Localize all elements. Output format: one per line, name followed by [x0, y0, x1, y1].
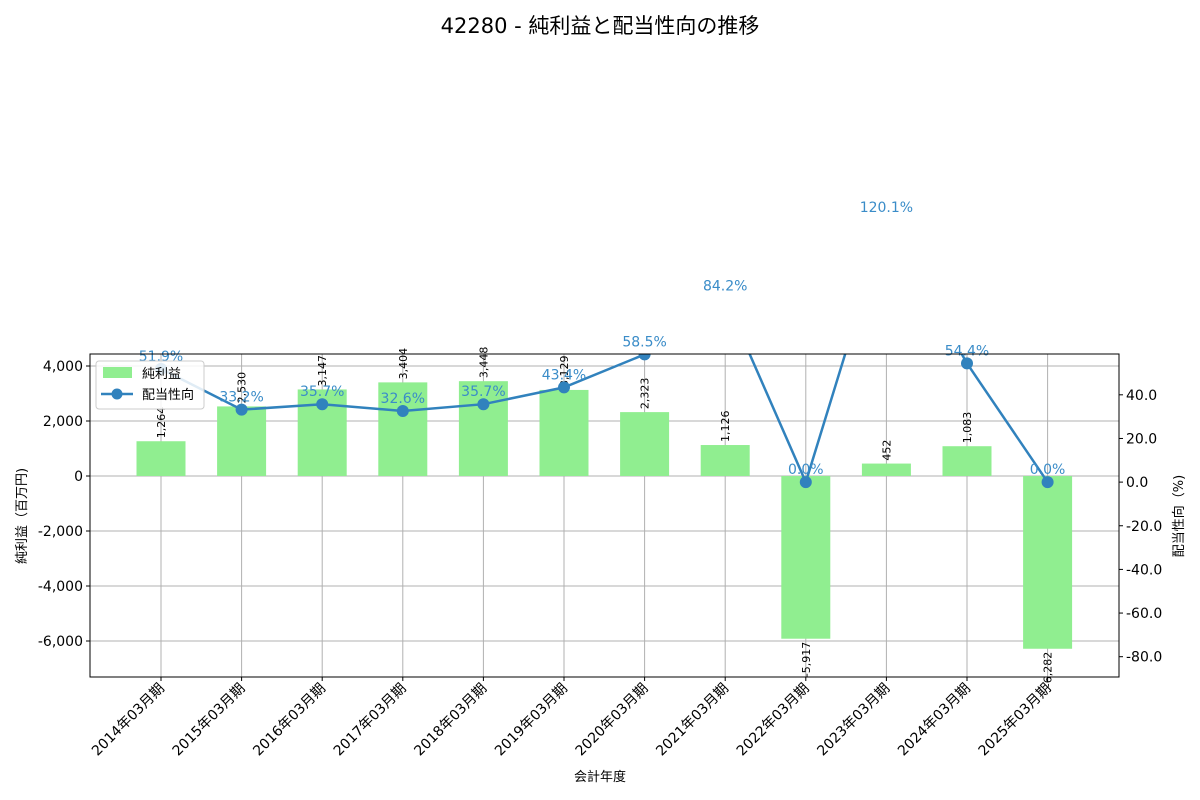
x-tick-label: 2020年03月期 [573, 681, 652, 760]
y-axis-left-label: 純利益（百万円) [15, 468, 30, 564]
payout-value-label: 0.0% [788, 462, 824, 478]
x-tick-label: 2025年03月期 [976, 681, 1055, 760]
x-axis: 2014年03月期 2015年03月期 2016年03月期 2017年03月期 2018… [89, 677, 1054, 759]
bar [378, 382, 428, 476]
bar-value-label: 3,448 [477, 347, 490, 379]
bar [781, 475, 831, 639]
payout-marker [316, 398, 329, 411]
payout-value-label: 0.0% [1030, 462, 1066, 478]
y-tick-label: -2,000 [38, 524, 83, 540]
x-tick-label: 2023年03月期 [814, 681, 893, 760]
bar [458, 381, 508, 476]
payout-marker [799, 476, 812, 489]
y2-tick-label: -80.0 [1126, 650, 1162, 666]
payout-marker [638, 354, 651, 361]
y2-tick-label: 40.0 [1126, 388, 1157, 404]
legend-label-payout-ratio: 配当性向 [142, 387, 194, 403]
bar-value-label: 3,147 [316, 355, 329, 387]
x-tick-label: 2015年03月期 [170, 681, 249, 760]
bar-value-label: 452 [880, 440, 893, 461]
payout-value-label: 58.5% [622, 334, 666, 350]
bar [217, 406, 267, 476]
y-tick-label: 4,000 [43, 359, 83, 375]
bar-value-label: -6,282 [1042, 652, 1055, 687]
y2-tick-label: -20.0 [1126, 519, 1162, 535]
bar [1023, 475, 1073, 649]
payout-value-label: 120.1% [860, 200, 913, 216]
x-tick-label: 2021年03月期 [653, 681, 732, 760]
x-tick-label: 2017年03月期 [331, 681, 410, 760]
bar [942, 446, 992, 476]
bar-value-label: 3,129 [558, 355, 571, 387]
y2-tick-label: 0.0 [1126, 475, 1148, 491]
y-tick-label: 2,000 [43, 414, 83, 430]
bar-value-label: 1,264 [155, 407, 168, 439]
legend-bar-swatch [103, 367, 132, 378]
bar-value-label: 1,083 [961, 412, 974, 444]
bar [539, 389, 589, 476]
y2-tick-label: 20.0 [1126, 431, 1157, 447]
bar-value-label: -5,917 [800, 642, 813, 677]
legend-marker-icon [111, 388, 123, 400]
bar [620, 412, 670, 476]
plot-frame [89, 353, 1120, 678]
bar-value-label: 1,126 [719, 411, 732, 443]
chart-title: 42280 - 純利益と配当性向の推移 [441, 14, 760, 38]
x-axis-label: 会計年度 [574, 769, 626, 785]
payout-line [160, 354, 1049, 486]
payout-marker [558, 381, 570, 394]
payout-marker [477, 398, 490, 411]
payout-value-label: 32.6% [381, 391, 425, 407]
y-tick-label: -4,000 [38, 579, 83, 595]
payout-marker [235, 403, 248, 416]
x-tick-label: 2022年03月期 [734, 681, 813, 760]
bar [861, 463, 911, 476]
bar [136, 441, 186, 476]
x-tick-label: 2016年03月期 [250, 681, 329, 760]
payout-value-label: 54.4% [945, 343, 989, 359]
bar-value-label: 3,404 [397, 348, 410, 380]
payout-marker [396, 404, 409, 417]
x-tick-label: 2018年03月期 [411, 681, 490, 760]
line-clip-group [155, 354, 1054, 489]
payout-marker [1041, 476, 1054, 489]
x-tick-label: 2019年03月期 [492, 681, 571, 760]
x-tick-label: 2014年03月期 [89, 681, 168, 760]
bar-value-label: 2,530 [236, 372, 249, 404]
y-axis-left: 4,000 2,000 0 -2,000 -4,000 -6,000 [38, 359, 90, 650]
y-tick-label: 0 [74, 469, 83, 485]
payout-value-label: 35.7% [300, 384, 344, 400]
line-series-payout-ratio: 51.9%33.2% 35.7% 32.6% 35.7%43.4%58.5%84.2%… [139, 200, 1066, 489]
payout-value-label: 33.2% [219, 390, 263, 406]
bar-value-label: 2,323 [639, 378, 652, 410]
payout-marker [961, 357, 973, 370]
y2-tick-label: -60.0 [1126, 606, 1162, 622]
payout-value-label: 35.7% [461, 384, 505, 400]
bar-series-net-income: 1,264 2,530 3,147 3,404 3,448 3,129 2,323 1,126… [136, 347, 1073, 687]
legend-label-net-income: 純利益 [142, 367, 181, 382]
legend: 純利益 配当性向 [95, 360, 205, 410]
payout-value-label: 84.2% [703, 278, 747, 294]
x-tick-label: 2024年03月期 [895, 681, 974, 760]
y-axis-right-label: 配当性向（%) [1171, 475, 1187, 557]
y2-tick-label: -40.0 [1126, 562, 1162, 578]
payout-value-label: 43.4% [542, 367, 586, 383]
bar [700, 445, 750, 476]
y-tick-label: -6,000 [38, 634, 83, 650]
y-axis-right: 40.0 20.0 0.0 -20.0 -40.0 -60.0 -80.0 [1119, 388, 1162, 666]
